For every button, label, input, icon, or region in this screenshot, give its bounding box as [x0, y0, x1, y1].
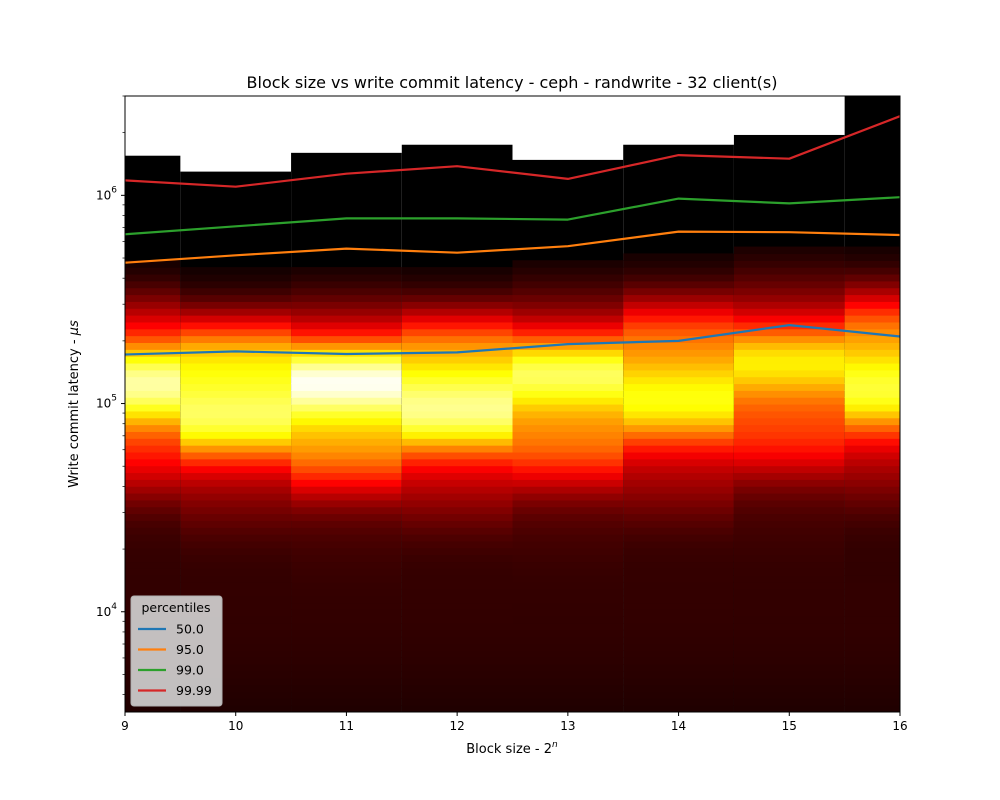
- legend-label: 99.0: [176, 663, 204, 678]
- series-line-p95-0: [125, 230, 900, 264]
- heatmap-column: [733, 134, 845, 712]
- x-tick-label: 11: [339, 719, 354, 733]
- heatmap-column: [512, 159, 624, 712]
- y-axis-label: Write commit latency - μs: [67, 320, 82, 488]
- legend: percentiles 50.0 95.0 99.0 99.99: [130, 595, 223, 707]
- legend-label: 99.99: [176, 683, 212, 698]
- heatmap-column: [401, 144, 513, 712]
- legend-item: 95.0: [138, 642, 204, 657]
- legend-item: 50.0: [138, 622, 204, 637]
- legend-label: 95.0: [176, 642, 204, 657]
- x-axis: 9 10 11 12 13 14 15 16: [121, 712, 908, 733]
- series-line-p99-99: [125, 115, 900, 188]
- legend-item: 99.99: [138, 683, 212, 698]
- heatmap-column: [623, 144, 734, 712]
- series-line-p50-0: [125, 324, 900, 356]
- x-tick-label: 16: [892, 719, 907, 733]
- x-tick-label: 13: [560, 719, 575, 733]
- x-tick-label: 12: [450, 719, 465, 733]
- y-tick-label: 104: [96, 602, 117, 619]
- heatmap: [125, 96, 900, 712]
- series-line-p99-0: [125, 196, 900, 236]
- y-tick-label: 105: [96, 394, 117, 411]
- x-tick-label: 10: [228, 719, 243, 733]
- x-tick-label: 14: [671, 719, 686, 733]
- chart-title: Block size vs write commit latency - cep…: [247, 73, 778, 92]
- legend-label: 50.0: [176, 622, 204, 637]
- y-tick-label: 106: [96, 185, 117, 202]
- legend-item: 99.0: [138, 663, 204, 678]
- x-tick-label: 9: [121, 719, 129, 733]
- percentile-lines: [125, 115, 900, 356]
- heatmap-column: [291, 152, 402, 712]
- y-axis: 104 105 106: [96, 95, 125, 695]
- legend-title: percentiles: [141, 600, 210, 615]
- x-axis-label: Block size - 2n: [466, 740, 558, 757]
- x-tick-label: 15: [782, 719, 797, 733]
- legend-box: [130, 595, 223, 707]
